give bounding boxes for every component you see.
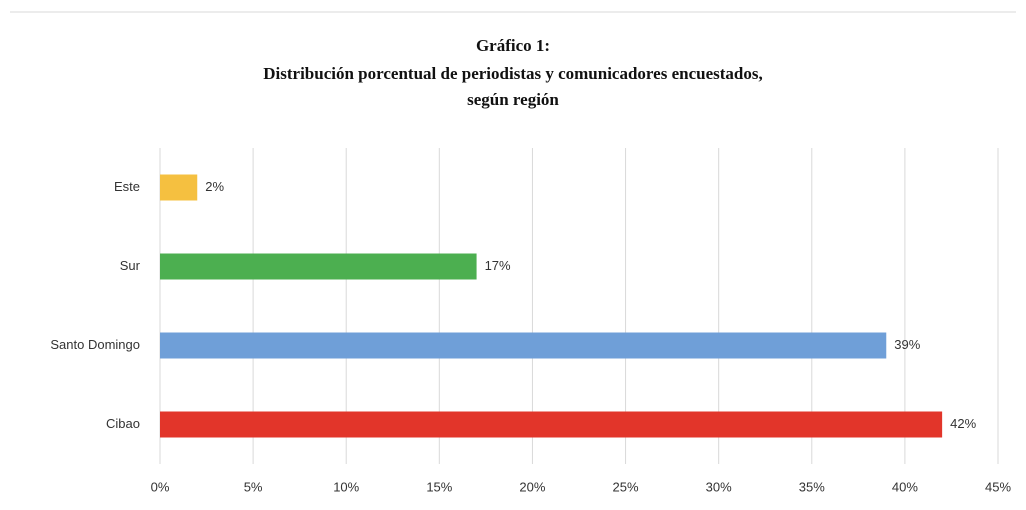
x-tick-label: 10% xyxy=(333,479,359,494)
bar xyxy=(160,253,477,280)
y-tick-label: Santo Domingo xyxy=(50,337,140,352)
bar xyxy=(160,174,198,201)
x-tick-label: 0% xyxy=(151,479,170,494)
x-tick-label: 30% xyxy=(706,479,732,494)
chart-title: Distribución porcentual de periodistas y… xyxy=(263,64,762,83)
x-tick-label: 35% xyxy=(799,479,825,494)
x-tick-label: 25% xyxy=(613,479,639,494)
data-label: 2% xyxy=(205,179,224,194)
bar xyxy=(160,332,887,359)
x-tick-label: 20% xyxy=(519,479,545,494)
chart-title: según región xyxy=(467,90,559,109)
bar xyxy=(160,411,943,438)
data-label: 39% xyxy=(894,337,920,352)
data-label: 42% xyxy=(950,416,976,431)
data-label: 17% xyxy=(485,258,511,273)
y-tick-label: Cibao xyxy=(106,416,140,431)
chart-title: Gráfico 1: xyxy=(476,36,550,55)
x-tick-label: 15% xyxy=(426,479,452,494)
x-tick-label: 40% xyxy=(892,479,918,494)
x-tick-label: 5% xyxy=(244,479,263,494)
x-tick-label: 45% xyxy=(985,479,1011,494)
y-tick-label: Sur xyxy=(120,258,141,273)
y-tick-label: Este xyxy=(114,179,140,194)
